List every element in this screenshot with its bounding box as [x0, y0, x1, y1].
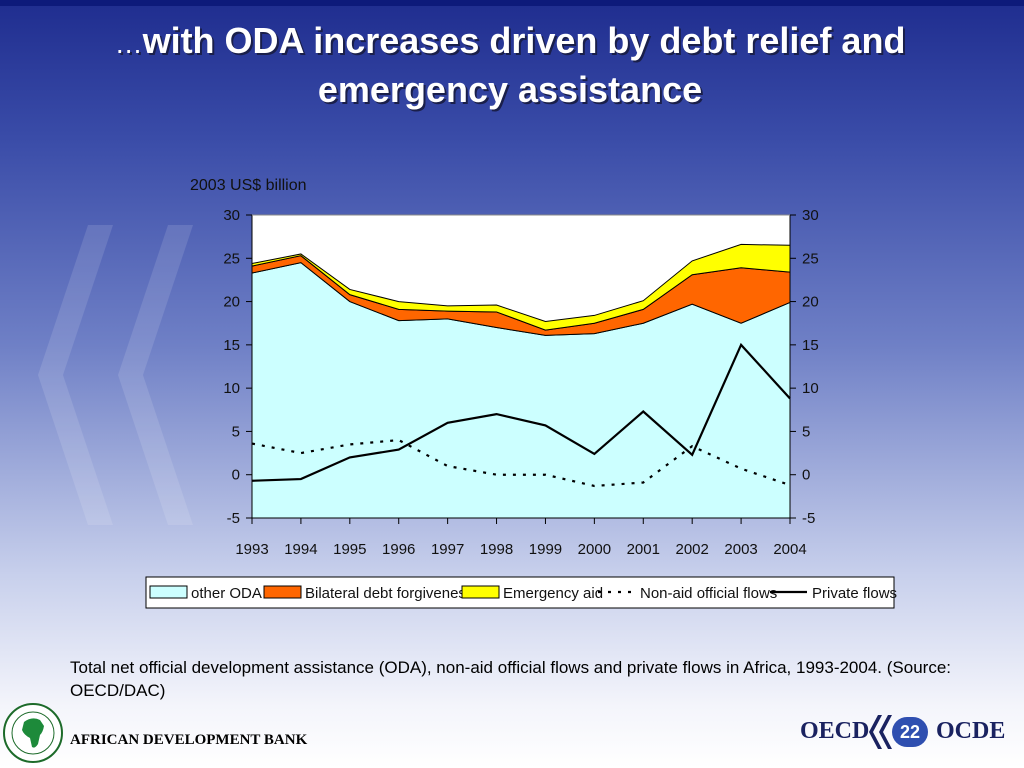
x-tick-label: 1997: [431, 541, 464, 558]
legend-label: Private flows: [812, 585, 897, 602]
x-tick-label: 2000: [578, 541, 611, 558]
x-tick-label: 2001: [627, 541, 660, 558]
legend-label: Non-aid official flows: [640, 585, 777, 602]
y-tick-label-right: 20: [802, 294, 819, 311]
x-tick-label: 2002: [675, 541, 708, 558]
legend-swatch: [263, 585, 302, 599]
top-rule: [0, 0, 1024, 6]
legend-swatch: [149, 585, 188, 599]
legend-swatch: [461, 585, 500, 599]
x-tick-label: 2003: [724, 541, 757, 558]
x-tick-label: 1998: [480, 541, 513, 558]
afdb-logo-icon: [3, 703, 63, 763]
y-tick-label-right: 30: [802, 207, 819, 224]
bank-name: AFRICAN DEVELOPMENT BANK: [70, 732, 308, 748]
title-text: with ODA increases driven by debt relief…: [142, 20, 906, 110]
x-tick-label: 1996: [382, 541, 415, 558]
y-tick-label-right: 25: [802, 250, 819, 267]
y-tick-label-left: 25: [223, 250, 240, 267]
oecd-label: OECD: [800, 718, 870, 744]
y-tick-label-right: 5: [802, 423, 810, 440]
chart-caption: Total net official development assistanc…: [70, 658, 951, 700]
x-tick-label: 1999: [529, 541, 562, 558]
line-series-private-flows: [251, 342, 791, 482]
y-tick-label-right: 15: [802, 337, 819, 354]
y-tick-label-left: 0: [232, 467, 240, 484]
y-tick-label-right: 0: [802, 467, 810, 484]
oda-flows-chart: -5 -5 0 0 5 5 10 10 15 15 20 20 25 25 30 30 1993 1994 1995…: [145, 177, 897, 609]
y-axis-unit-label: 2003 US$ billion: [190, 177, 307, 194]
title-ellipsis: …: [114, 28, 143, 59]
y-tick-label-left: -5: [227, 510, 240, 527]
line-series-non-aid-official-flows: [251, 438, 791, 488]
y-tick-label-left: 5: [232, 423, 240, 440]
x-tick-label: 2004: [773, 541, 806, 558]
y-tick-label-left: 15: [223, 337, 240, 354]
y-tick-label-right: -5: [802, 510, 815, 527]
slide-title: …with ODA increases driven by debt relie…: [60, 18, 960, 113]
y-tick-label-right: 10: [802, 380, 819, 397]
legend-label: Emergency aid: [503, 585, 603, 602]
ocde-label: OCDE: [936, 718, 1006, 744]
x-tick-label: 1993: [235, 541, 268, 558]
x-tick-label: 1995: [333, 541, 366, 558]
y-tick-label-left: 10: [223, 380, 240, 397]
x-tick-label: 1994: [284, 541, 317, 558]
oecd-chevron-icon: [869, 715, 892, 749]
legend-label: other ODA: [191, 585, 262, 602]
legend-label: Bilateral debt forgiveness: [305, 585, 473, 602]
page-number-badge: 22: [892, 717, 928, 747]
y-tick-label-left: 30: [223, 207, 240, 224]
chevron-watermark-icon: [38, 225, 193, 525]
y-tick-label-left: 20: [223, 294, 240, 311]
